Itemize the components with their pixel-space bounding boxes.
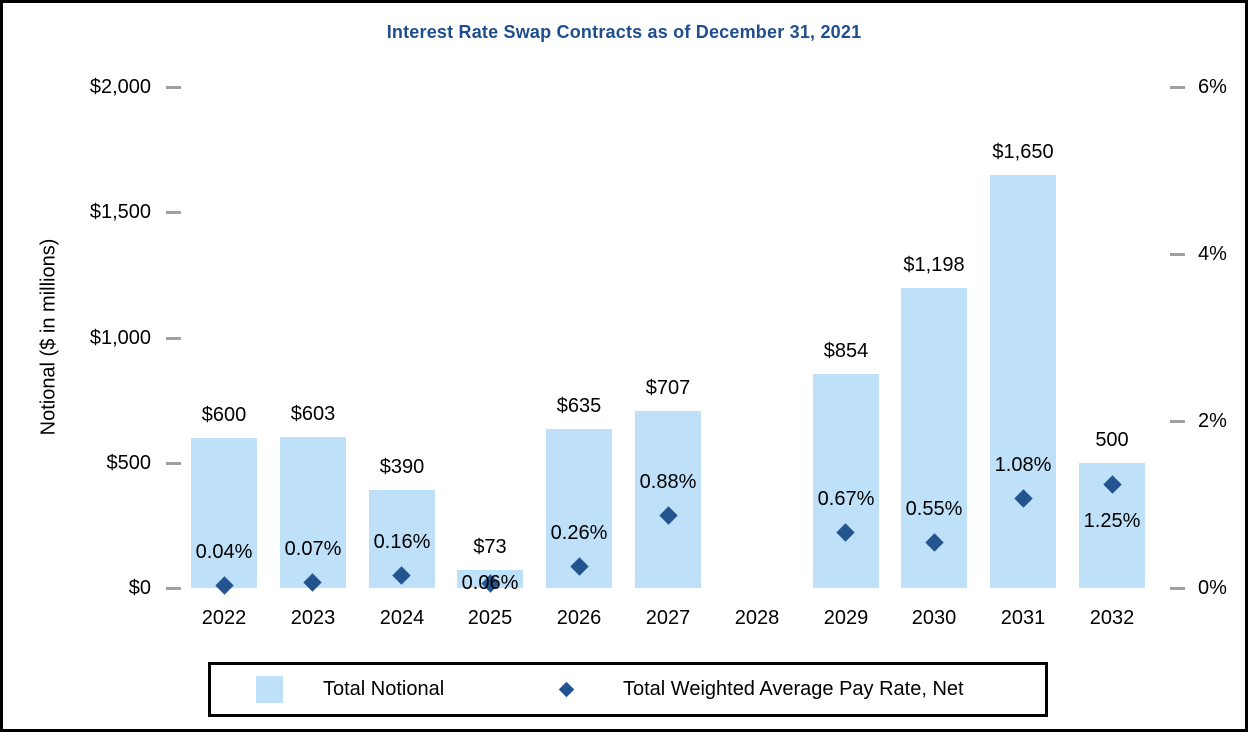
pay-rate-label-2024: 0.16% <box>373 531 431 553</box>
x-axis-label-2029: 2029 <box>823 607 869 629</box>
bar-value-label-2024: $390 <box>379 456 425 478</box>
bar-value-label-2031: $1,650 <box>992 141 1054 163</box>
right-axis-tick-mark-6 <box>1170 86 1185 89</box>
pay-rate-label-2030: 0.55% <box>905 498 963 520</box>
bar-value-label-2022: $600 <box>201 404 247 426</box>
right-axis-tick-label-6: 6% <box>1198 76 1227 98</box>
x-axis-label-2030: 2030 <box>911 607 957 629</box>
pay-rate-label-2026: 0.26% <box>550 522 608 544</box>
left-axis-tick-mark-0 <box>166 587 181 590</box>
x-axis-label-2026: 2026 <box>556 607 602 629</box>
bar-2023 <box>280 437 346 588</box>
left-axis-tick-mark-1500 <box>166 211 181 214</box>
x-axis-label-2028: 2028 <box>734 607 780 629</box>
x-axis-label-2025: 2025 <box>467 607 513 629</box>
right-axis-tick-mark-2 <box>1170 420 1185 423</box>
right-axis-tick-label-2: 2% <box>1198 410 1227 432</box>
left-axis-tick-label-500: $500 <box>106 452 152 474</box>
left-axis-tick-mark-1000 <box>166 337 181 340</box>
x-axis-label-2032: 2032 <box>1089 607 1135 629</box>
pay-rate-label-2027: 0.88% <box>639 471 697 493</box>
left-axis-tick-mark-2000 <box>166 86 181 89</box>
left-axis-tick-label-1500: $1,500 <box>89 201 151 223</box>
x-axis-label-2027: 2027 <box>645 607 691 629</box>
left-axis-tick-label-1000: $1,000 <box>89 327 151 349</box>
pay-rate-label-2023: 0.07% <box>284 538 342 560</box>
left-axis-tick-label-2000: $2,000 <box>89 76 151 98</box>
total-notional-swatch-icon <box>256 676 283 703</box>
bar-value-label-2027: $707 <box>645 377 691 399</box>
right-axis-tick-label-4: 4% <box>1198 243 1227 265</box>
bar-value-label-2025: $73 <box>473 536 507 558</box>
right-axis-tick-label-0: 0% <box>1198 577 1227 599</box>
right-axis-tick-mark-4 <box>1170 253 1185 256</box>
legend-label-total-notional: Total Notional <box>323 678 445 700</box>
left-axis-tick-mark-500 <box>166 462 181 465</box>
legend-label-pay-rate: Total Weighted Average Pay Rate, Net <box>623 678 964 700</box>
legend: Total Notional Total Weighted Average Pa… <box>208 662 1048 717</box>
bar-value-label-2032: 500 <box>1095 429 1129 451</box>
pay-rate-label-2025: 0.06% <box>461 572 519 594</box>
bar-value-label-2023: $603 <box>290 403 336 425</box>
x-axis-label-2024: 2024 <box>379 607 425 629</box>
pay-rate-label-2031: 1.08% <box>994 454 1052 476</box>
bar-value-label-2029: $854 <box>823 340 869 362</box>
pay-rate-diamond-icon <box>558 681 575 698</box>
right-axis-tick-mark-0 <box>1170 587 1185 590</box>
bar-2027 <box>635 411 701 588</box>
bar-value-label-2030: $1,198 <box>903 254 965 276</box>
left-axis-tick-label-0: $0 <box>128 577 151 599</box>
bar-2031 <box>990 175 1056 588</box>
x-axis-label-2031: 2031 <box>1000 607 1046 629</box>
bar-2029 <box>813 374 879 588</box>
bar-2022 <box>191 438 257 588</box>
pay-rate-label-2022: 0.04% <box>195 541 253 563</box>
bar-value-label-2026: $635 <box>556 395 602 417</box>
x-axis-label-2023: 2023 <box>290 607 336 629</box>
pay-rate-label-2032: 1.25% <box>1083 510 1141 532</box>
x-axis-label-2022: 2022 <box>201 607 247 629</box>
chart-title: Interest Rate Swap Contracts as of Decem… <box>386 22 862 42</box>
pay-rate-label-2029: 0.67% <box>817 488 875 510</box>
